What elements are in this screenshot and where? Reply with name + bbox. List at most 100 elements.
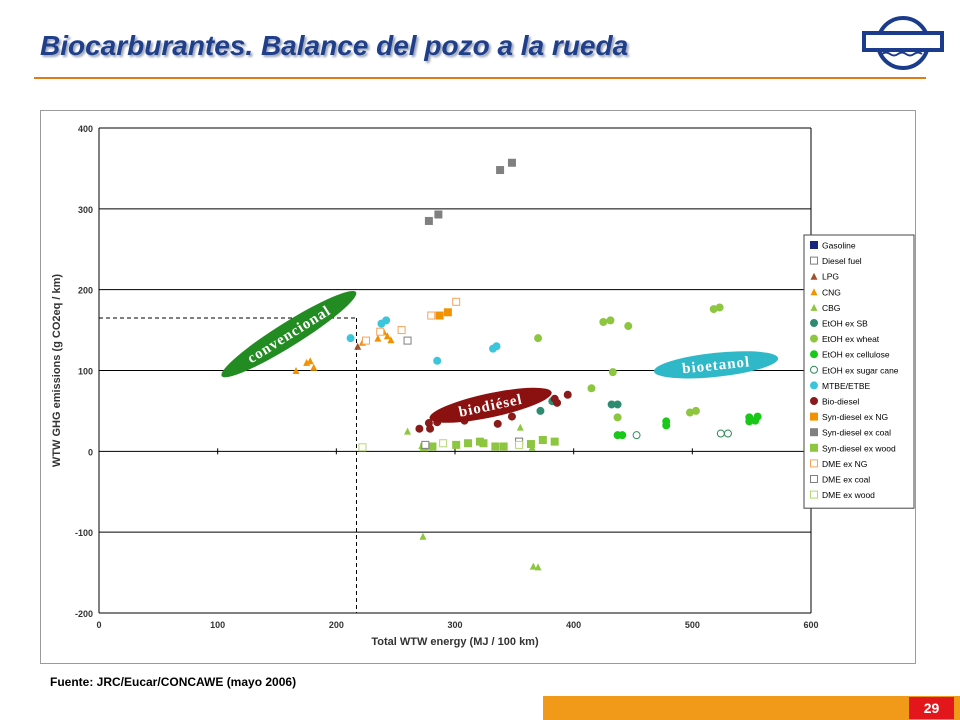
data-point [415,424,424,433]
annotation-label: bioetanol [681,354,750,377]
data-point [310,363,318,371]
data-point [553,398,562,407]
annotation-ellipse [221,290,357,378]
data-point [434,210,443,219]
annotation-biodiésel: biodiésel [429,387,552,423]
data-point [538,436,547,445]
legend-marker [810,350,818,359]
annotation-ellipse [429,387,552,423]
x-tick-label: 200 [329,620,344,630]
legend-marker [810,365,818,374]
data-point [464,439,473,448]
data-point [608,368,617,377]
data-point [493,419,502,428]
data-point [563,390,572,399]
legend-entry: Syn-diesel ex coal [822,428,891,438]
data-point [723,429,732,438]
data-point [507,158,516,167]
legend-entry: EtOH ex cellulose [822,350,890,360]
legend-marker [810,475,818,483]
slide-title: Biocarburantes. Balance del pozo a la ru… [40,30,629,61]
data-point [534,563,542,571]
data-point [426,424,435,433]
data-point [587,384,596,393]
legend-entry: CNG [822,287,841,297]
data-point [346,334,355,343]
data-point [452,440,461,449]
legend-entry: Syn-diesel ex NG [822,412,888,422]
data-point [526,440,535,449]
data-point [536,406,545,415]
legend-entry: Gasoline [822,241,856,251]
legend-entry: DME ex NG [822,459,867,469]
data-point [382,316,391,325]
data-point [443,308,452,317]
data-point [433,356,442,365]
data-point [496,166,505,175]
legend-marker [810,443,818,452]
x-axis-title: Total WTW energy (MJ / 100 km) [371,636,539,648]
legend-marker [810,397,818,405]
data-point [427,311,436,320]
page-number: 29 [909,697,954,719]
y-tick-label: 0 [88,447,93,457]
data-point [618,431,627,440]
legend-marker [810,288,818,296]
legend-entry: MTBE/ETBE [822,381,871,391]
x-tick-label: 600 [803,620,818,630]
legend-entry: EtOH ex sugar cane [822,365,899,375]
footer-bar [543,696,960,720]
legend-marker [810,428,818,437]
legend-entry: DME ex coal [822,475,870,485]
data-point [292,367,300,374]
y-axis-title: WTW GHG emissions (g CO2eq / km) [51,274,63,467]
legend-entry: EtOH ex wheat [822,334,880,344]
title-rule [34,77,926,79]
legend-entry: LPG [822,272,839,282]
annotation-ellipse [653,351,779,379]
legend-marker [810,303,818,311]
y-tick-label: 300 [78,205,93,215]
legend-marker [810,381,818,390]
wtw-scatter-chart: -200 -100 0 100 200 300 400 0 100 200 300 400 500 600… [51,124,915,648]
data-point [491,442,500,451]
legend-marker [810,241,818,249]
data-point [606,316,615,325]
data-point [404,427,412,435]
data-point [613,400,622,409]
data-point [362,336,370,345]
data-point [397,326,406,335]
data-point [753,412,762,421]
data-point [529,562,537,570]
chart-frame: -200 -100 0 100 200 300 400 0 100 200 300 400 500 600… [40,110,916,664]
legend-marker [810,490,818,499]
data-point [492,342,501,351]
source-note: Fuente: JRC/Eucar/CONCAWE (mayo 2006) [50,675,297,689]
data-point [515,440,524,449]
data-point [376,327,385,336]
data-point [403,336,412,345]
data-point [624,322,633,331]
data-point [516,423,524,431]
legend-box [803,234,915,509]
data-point [358,443,367,452]
data-point [479,439,488,448]
x-tick-label: 0 [96,620,101,630]
y-tick-label: 400 [78,124,93,134]
data-point [534,334,543,343]
data-point [632,431,641,440]
data-point [691,406,700,415]
annotation-label: convencional [245,303,334,367]
data-point [306,357,314,365]
data-point [715,303,724,312]
data-point [507,412,516,421]
data-point [387,336,395,344]
data-point [599,318,608,326]
legend-marker [810,319,818,327]
data-point [716,429,725,438]
x-tick-label: 500 [685,620,700,630]
annotation-bioetanol: bioetanol [653,351,779,379]
logo-wave [881,51,923,57]
legend-entry: CBG [822,303,840,313]
data-point [383,332,391,340]
